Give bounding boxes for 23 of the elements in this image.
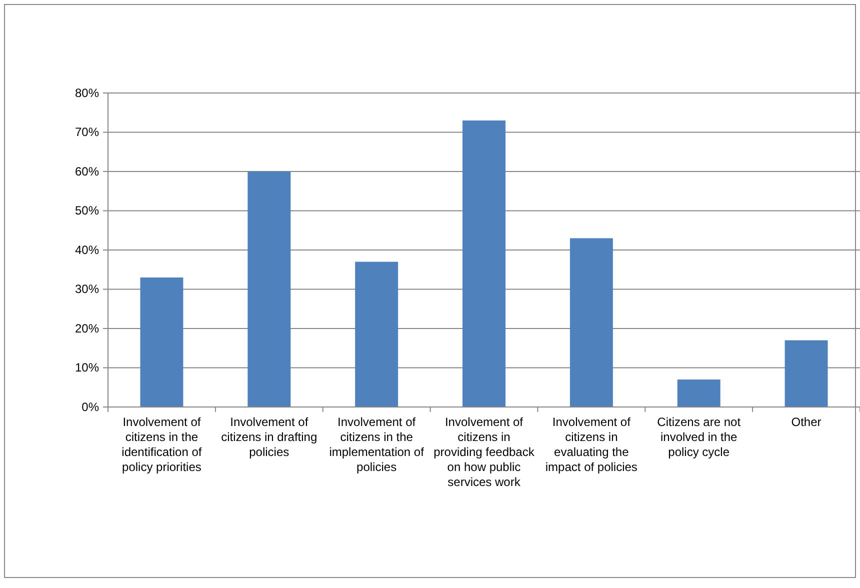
y-tick-label: 30% — [74, 282, 100, 296]
y-tick-label: 0% — [82, 400, 100, 414]
x-tick-label: Citizens are not involved in the policy cycle — [657, 415, 742, 459]
bar — [784, 340, 828, 407]
y-tick-label: 50% — [74, 204, 100, 218]
bar — [570, 238, 613, 407]
bar — [462, 120, 506, 407]
x-tick-label: Involvement of citizens in the identification of policy priorities — [122, 415, 202, 474]
y-tick-label: 40% — [74, 242, 100, 257]
y-tick-label: 70% — [74, 125, 100, 140]
y-tick-label: 20% — [74, 321, 100, 336]
x-tick-label: Involvement of citizens in drafting policies — [221, 415, 318, 459]
bar — [248, 172, 291, 407]
x-tick-label: Involvement of citizens in providing feedback on how public services work — [434, 415, 536, 489]
x-tick-label: Other — [791, 415, 822, 429]
bar — [677, 380, 720, 407]
bar — [140, 277, 184, 407]
bar — [355, 262, 398, 407]
y-tick-label: 80% — [74, 86, 100, 100]
y-tick-label: 60% — [74, 164, 100, 178]
y-tick-label: 10% — [74, 360, 100, 375]
x-tick-label: Involvement of citizens in evaluating the impact of policies — [545, 415, 638, 474]
x-tick-label: Involvement of citizens in the implementation of policies — [329, 415, 425, 474]
